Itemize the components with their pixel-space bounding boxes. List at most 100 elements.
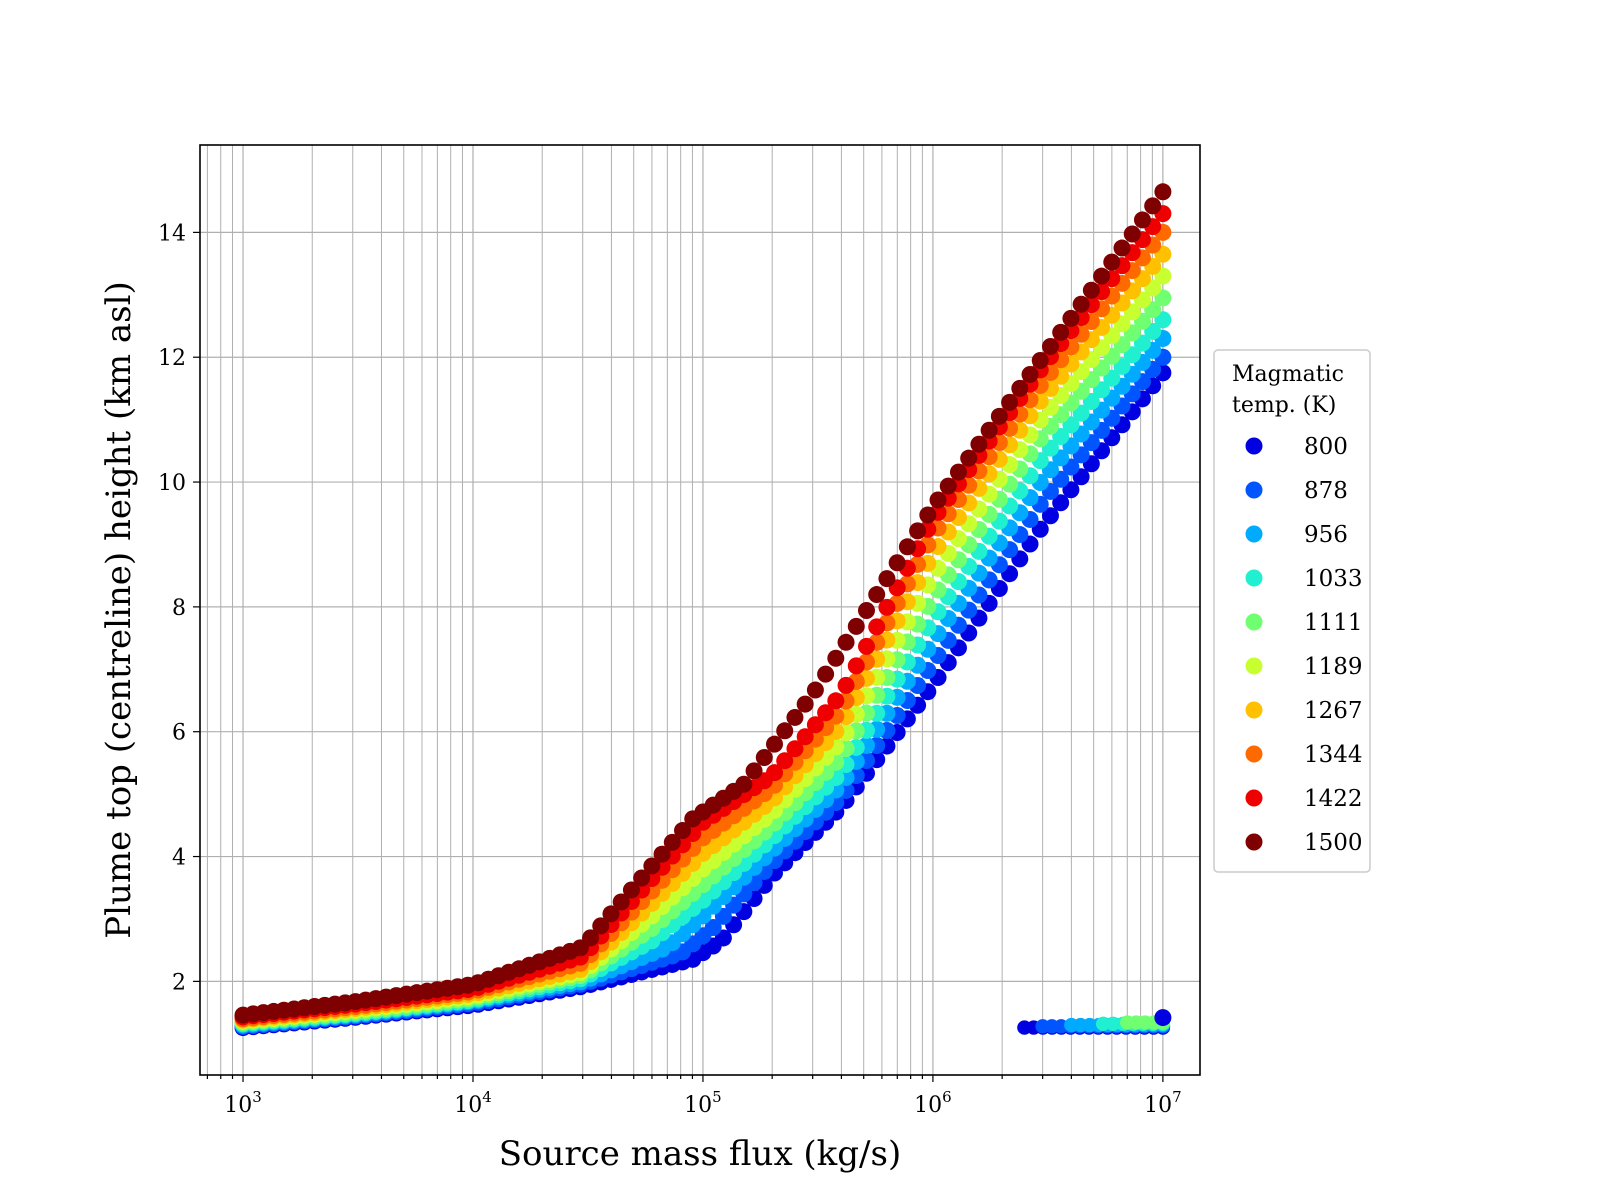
data-point bbox=[960, 449, 978, 467]
data-point bbox=[919, 506, 937, 524]
legend-label-1344: 1344 bbox=[1304, 742, 1363, 768]
y-tick-label: 8 bbox=[172, 596, 186, 621]
data-point bbox=[745, 762, 763, 780]
data-point bbox=[827, 649, 845, 667]
data-point bbox=[786, 740, 804, 758]
data-point bbox=[1052, 323, 1070, 341]
data-point bbox=[837, 633, 855, 651]
axis-ticks: 2 4 6 8 10 12 14 103 104 105 106 107 bbox=[158, 221, 1182, 1118]
data-point bbox=[1133, 211, 1151, 229]
data-point bbox=[714, 929, 732, 947]
data-point bbox=[674, 822, 692, 840]
data-point bbox=[776, 752, 794, 770]
data-point bbox=[633, 869, 651, 887]
data-point bbox=[990, 407, 1008, 425]
plot-frame bbox=[199, 144, 1201, 1076]
data-point bbox=[796, 695, 814, 713]
data-point bbox=[1021, 365, 1039, 383]
legend-marker-1422 bbox=[1245, 789, 1263, 807]
data-point bbox=[1103, 253, 1121, 271]
legend-frame bbox=[1213, 349, 1371, 873]
data-point bbox=[622, 881, 640, 899]
data-point bbox=[786, 708, 804, 726]
legend-label-1033: 1033 bbox=[1304, 566, 1363, 592]
legend-label-956: 956 bbox=[1304, 522, 1348, 548]
data-point bbox=[1052, 494, 1070, 512]
data-point bbox=[735, 775, 753, 793]
data-point bbox=[868, 618, 886, 636]
data-point bbox=[847, 657, 865, 675]
data-point bbox=[1144, 197, 1162, 215]
legend-marker-1189 bbox=[1245, 657, 1263, 675]
data-point bbox=[909, 522, 927, 540]
legend-label-1500: 1500 bbox=[1304, 830, 1363, 856]
legend-label-878: 878 bbox=[1304, 478, 1348, 504]
x-axis-label: Source mass flux (kg/s) bbox=[499, 1134, 901, 1174]
legend-marker-1267 bbox=[1245, 701, 1263, 719]
legend-title-line-1: Magmatic bbox=[1232, 362, 1344, 387]
data-point bbox=[582, 929, 600, 947]
legend-label-1422: 1422 bbox=[1304, 786, 1363, 812]
data-point bbox=[1072, 295, 1090, 313]
y-tick-label: 6 bbox=[172, 721, 186, 746]
legend-marker-956 bbox=[1245, 525, 1263, 543]
data-point bbox=[970, 435, 988, 453]
data-point bbox=[980, 421, 998, 439]
legend-marker-878 bbox=[1245, 481, 1263, 499]
x-tick-label: 104 bbox=[454, 1088, 492, 1118]
series-1500 bbox=[234, 183, 1172, 1024]
data-point bbox=[1001, 393, 1019, 411]
data-point bbox=[643, 857, 661, 875]
data-point bbox=[1154, 183, 1172, 201]
data-point bbox=[837, 676, 855, 694]
data-point bbox=[602, 905, 620, 923]
legend-marker-800 bbox=[1245, 437, 1263, 455]
data-point bbox=[1062, 481, 1080, 499]
data-point bbox=[612, 893, 630, 911]
data-point bbox=[1113, 239, 1131, 257]
x-tick-label: 106 bbox=[914, 1088, 952, 1118]
y-tick-label: 4 bbox=[172, 846, 186, 871]
x-tick-label: 107 bbox=[1144, 1088, 1182, 1118]
data-point bbox=[1011, 379, 1029, 397]
outlier-point bbox=[1154, 1009, 1172, 1027]
data-point bbox=[929, 491, 947, 509]
data-point bbox=[1082, 281, 1100, 299]
low-branch-point bbox=[1095, 1016, 1111, 1032]
legend-marker-1033 bbox=[1245, 569, 1263, 587]
legend-label-1267: 1267 bbox=[1304, 698, 1363, 724]
y-axis-label: Plume top (centreline) height (km asl) bbox=[99, 281, 139, 939]
data-point bbox=[663, 833, 681, 851]
data-point bbox=[1123, 225, 1141, 243]
legend: Magmatic temp. (K) 800 878 956 1033 1111 1189… bbox=[1213, 349, 1371, 873]
x-tick-label: 105 bbox=[684, 1088, 722, 1118]
y-tick-label: 10 bbox=[158, 471, 186, 496]
data-point bbox=[755, 749, 773, 767]
legend-label-1189: 1189 bbox=[1304, 654, 1363, 680]
data-point bbox=[878, 570, 896, 588]
data-point bbox=[898, 538, 916, 556]
y-tick-label: 2 bbox=[172, 970, 186, 995]
data-point bbox=[766, 764, 784, 782]
data-point bbox=[1041, 507, 1059, 525]
data-point bbox=[827, 692, 845, 710]
legend-label-800: 800 bbox=[1304, 434, 1348, 460]
data-point bbox=[796, 728, 814, 746]
data-points bbox=[234, 183, 1172, 1037]
data-point bbox=[1093, 267, 1111, 285]
legend-title-line-2: temp. (K) bbox=[1232, 393, 1336, 418]
data-point bbox=[878, 598, 896, 616]
data-point bbox=[806, 716, 824, 734]
data-point bbox=[1031, 351, 1049, 369]
data-point bbox=[939, 477, 957, 495]
data-point bbox=[806, 681, 824, 699]
legend-marker-1344 bbox=[1245, 745, 1263, 763]
low-branch-point bbox=[1105, 1016, 1121, 1032]
legend-marker-1111 bbox=[1245, 613, 1263, 631]
data-point bbox=[653, 845, 671, 863]
legend-label-1111: 1111 bbox=[1304, 610, 1363, 636]
data-point bbox=[1062, 309, 1080, 327]
y-tick-label: 14 bbox=[158, 221, 186, 246]
data-point bbox=[817, 704, 835, 722]
